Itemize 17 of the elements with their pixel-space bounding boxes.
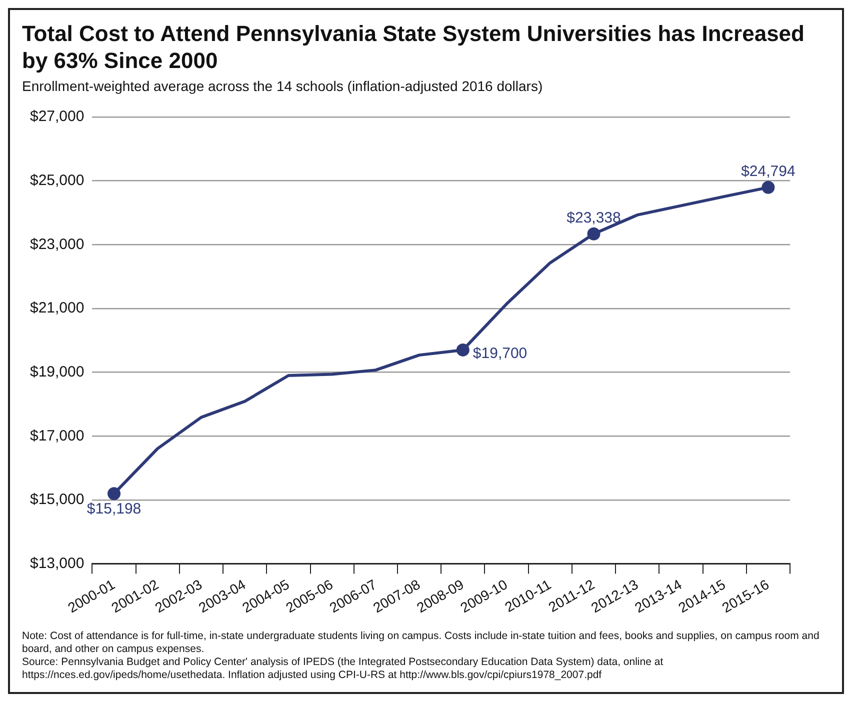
source-note: Source: Pennsylvania Budget and Policy Center' analysis of IPEDS (the Integrated Postsecondary Education Data System) data, online at https://nces.ed.gov/ipeds/home/usethedata. Inflation adjusted using CPI-U-RS at http://www.bls.gov/cpi/cpiurs1978_2007.pdf: [22, 656, 664, 682]
y-tick-label: $25,000: [30, 172, 84, 189]
y-tick-label: $17,000: [30, 427, 84, 444]
y-tick-label: $15,000: [30, 491, 84, 508]
chart-subtitle: Enrollment-weighted average across the 14 schools (inflation-adjusted 2016 dollars): [22, 78, 544, 94]
y-tick-label: $13,000: [30, 554, 84, 572]
data-label: $19,700: [472, 345, 528, 362]
data-label: $24,794: [741, 163, 796, 180]
y-tick-label: $19,000: [30, 363, 84, 380]
y-tick-label: $23,000: [30, 236, 84, 253]
chart-title: Total Cost to Attend Pennsylvania State System Universities has Increased by 63% Since 2000: [22, 20, 806, 74]
data-label: $15,198: [86, 500, 142, 518]
y-tick-label: $21,000: [30, 300, 84, 317]
data-label: $23,338: [566, 210, 621, 226]
y-tick-label: $27,000: [30, 108, 84, 126]
point: [762, 180, 775, 194]
text: Note: Cost of attendance is for full-time, in-state undergraduate students living on campus. Costs include in-state tuition and fees, books and supplies, on campus room and board, and other on campus expenses.: [22, 630, 820, 656]
